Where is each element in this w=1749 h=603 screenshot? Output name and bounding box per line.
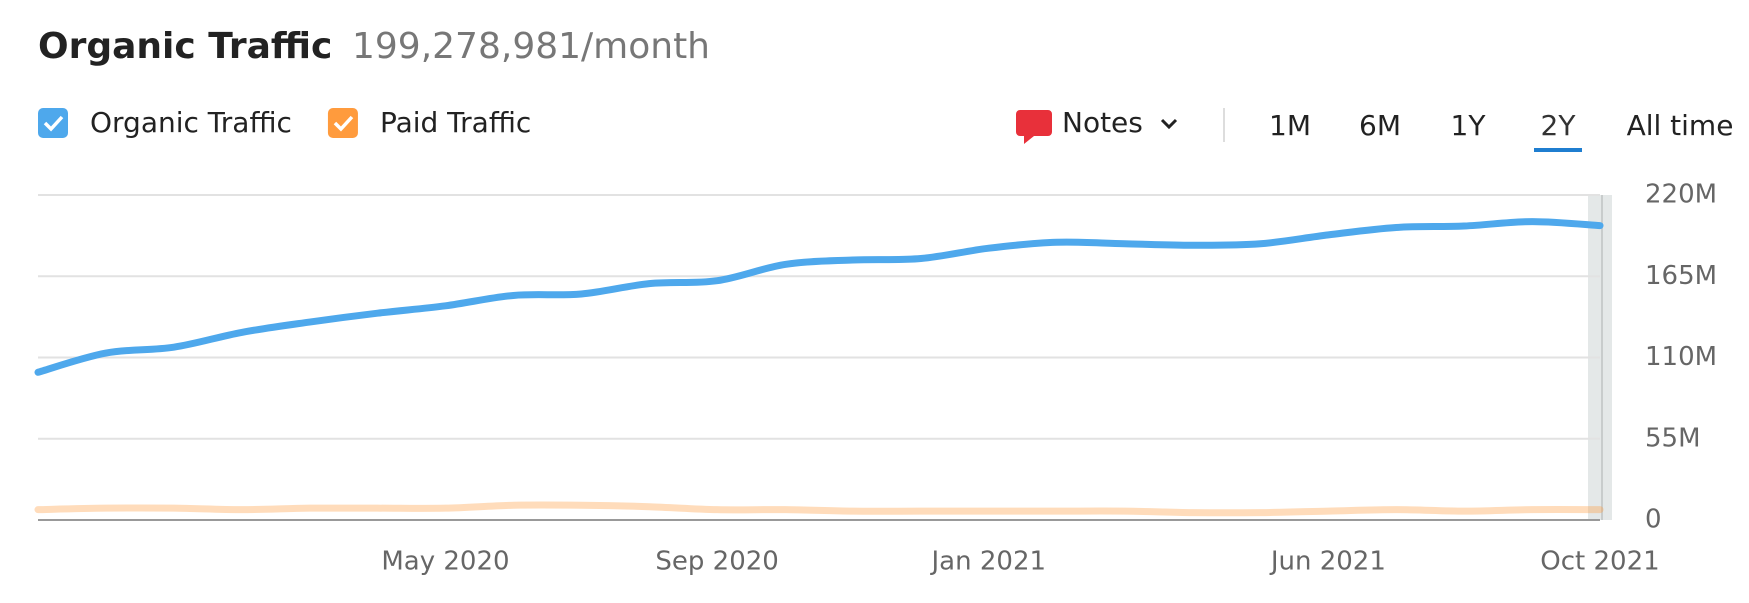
legend-label: Organic Traffic [90, 106, 292, 139]
series-line [34, 501, 1604, 517]
chart-title: Organic Traffic [38, 26, 332, 67]
x-tick-label: Oct 2021 [1540, 547, 1659, 577]
legend-item[interactable]: Organic Traffic [38, 106, 292, 139]
legend-item[interactable]: Paid Traffic [327, 106, 531, 139]
range-button[interactable]: 6M [1359, 109, 1401, 142]
range-button[interactable]: 1Y [1451, 109, 1487, 142]
y-tick-label: 0 [1645, 505, 1662, 535]
range-button[interactable]: 2Y [1541, 109, 1577, 142]
y-tick-label: 110M [1645, 342, 1717, 372]
legend-checkbox [38, 108, 68, 138]
series-line [34, 218, 1604, 376]
x-tick-label: Jun 2021 [1269, 547, 1386, 577]
y-tick-label: 165M [1645, 261, 1717, 291]
x-tick-label: May 2020 [381, 547, 509, 577]
range-button[interactable]: All time [1627, 109, 1734, 142]
x-tick-label: Jan 2021 [930, 547, 1047, 577]
notes-chevron [1160, 118, 1178, 130]
legend-checkbox [327, 108, 358, 138]
legend-check [43, 115, 64, 132]
chart-subtitle: 199,278,981/month [352, 26, 710, 67]
legend-label: Paid Traffic [380, 106, 531, 139]
notes-label: Notes [1062, 106, 1143, 139]
notes-button[interactable]: Notes [1016, 106, 1178, 144]
legend-check [333, 115, 354, 132]
notes-icon [1016, 110, 1052, 144]
range-button[interactable]: 1M [1269, 109, 1311, 142]
x-tick-label: Sep 2020 [655, 547, 778, 577]
y-tick-label: 55M [1645, 423, 1701, 453]
y-tick-label: 220M [1645, 180, 1717, 210]
